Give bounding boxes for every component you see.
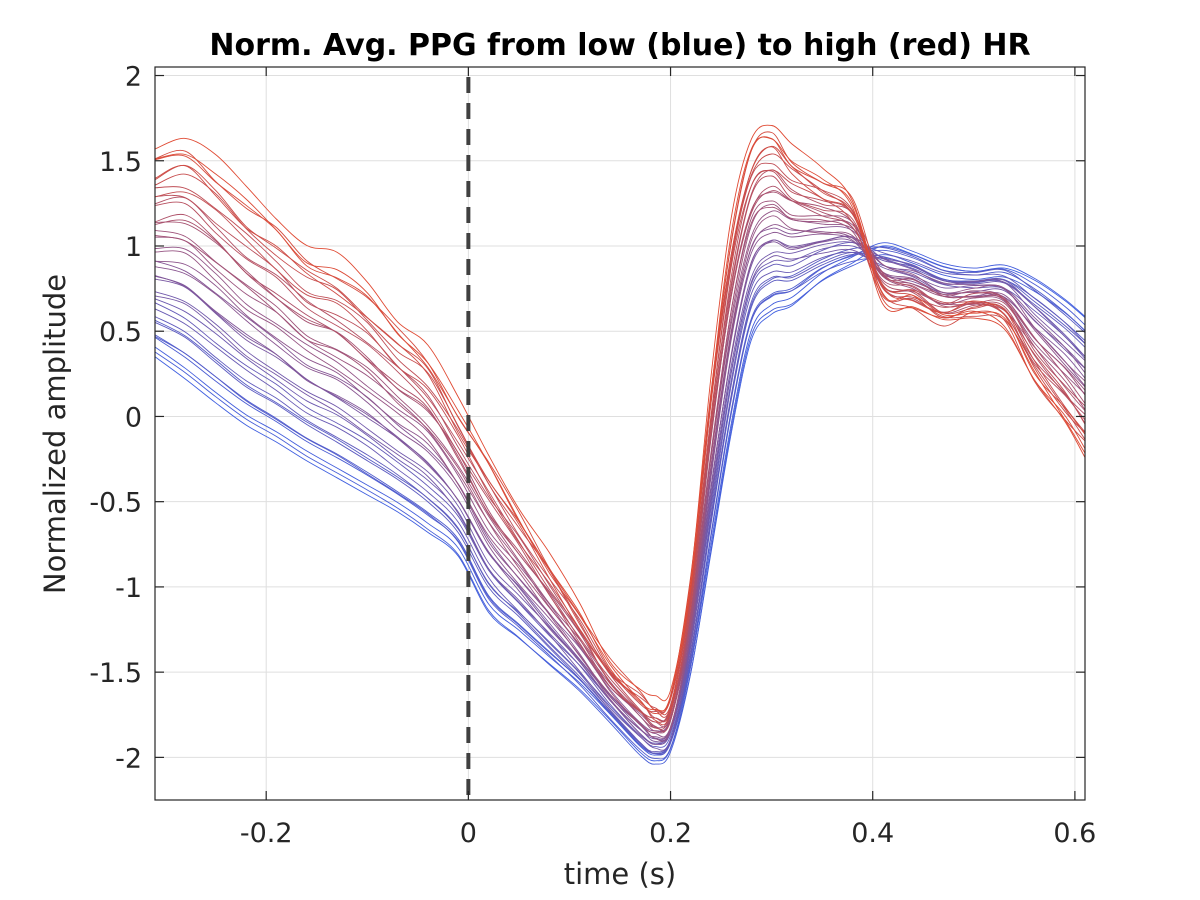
x-tick-label: -0.2 bbox=[240, 818, 293, 849]
ppg-series-line bbox=[154, 131, 1086, 712]
ppg-series-line bbox=[154, 136, 1086, 712]
plot-area-frame bbox=[154, 66, 1086, 801]
x-tick-labels: -0.2 0 0.2 0.4 0.6 bbox=[240, 818, 1097, 849]
ppg-series-line bbox=[154, 185, 1086, 732]
ppg-series-line bbox=[154, 124, 1086, 702]
ppg-series-line bbox=[154, 246, 1086, 748]
ppg-series-line bbox=[154, 251, 1086, 753]
ppg-series-line bbox=[154, 215, 1086, 742]
y-tick-label: -2 bbox=[115, 743, 142, 774]
grid bbox=[155, 67, 1085, 800]
ppg-series-line bbox=[154, 200, 1086, 729]
y-tick-label: 0 bbox=[125, 402, 142, 433]
ppg-series-line bbox=[154, 238, 1086, 746]
x-tick-label: 0.6 bbox=[1053, 818, 1096, 849]
x-tick-label: 0 bbox=[460, 818, 477, 849]
ppg-series-line bbox=[154, 169, 1086, 722]
y-tick-label: 1 bbox=[125, 232, 142, 263]
y-tick-label: -1.5 bbox=[89, 658, 142, 689]
ppg-series-line bbox=[154, 248, 1086, 751]
x-tick-label: 0.4 bbox=[851, 818, 894, 849]
y-tick-label: -1 bbox=[115, 573, 142, 604]
x-tick-label: 0.2 bbox=[649, 818, 692, 849]
y-tick-label: 0.5 bbox=[99, 317, 142, 348]
ppg-series-line bbox=[154, 246, 1086, 754]
ppg-series-line bbox=[154, 175, 1086, 730]
y-tick-label: 1.5 bbox=[99, 147, 142, 178]
tick-marks bbox=[155, 67, 1085, 800]
y-tick-label: -0.5 bbox=[89, 488, 142, 519]
x-axis-label: time (s) bbox=[564, 857, 676, 891]
y-axis-label: Normalized amplitude bbox=[38, 274, 72, 594]
ppg-series-line bbox=[154, 257, 1086, 760]
series-group bbox=[154, 124, 1086, 765]
y-tick-labels: 2 1.5 1 0.5 0 -0.5 -1 -1.5 -2 bbox=[89, 62, 142, 775]
ppg-series-line bbox=[154, 242, 1086, 744]
ppg-series-line bbox=[154, 254, 1086, 765]
ppg-series-line bbox=[154, 251, 1086, 754]
ppg-series-line bbox=[154, 162, 1086, 714]
y-tick-label: 2 bbox=[125, 62, 142, 93]
ppg-series-line bbox=[154, 224, 1086, 738]
chart-title: Norm. Avg. PPG from low (blue) to high (… bbox=[209, 28, 1030, 63]
ppg-series-line bbox=[154, 153, 1086, 716]
